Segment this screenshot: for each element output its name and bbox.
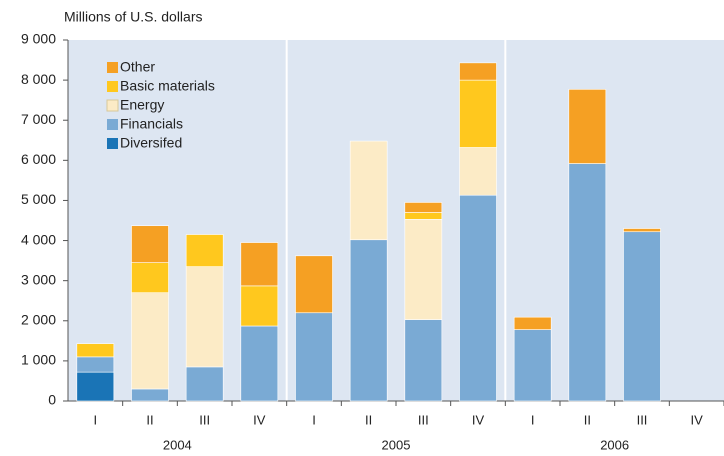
x-tick-label: III (637, 412, 648, 427)
bar-segment (623, 231, 661, 402)
x-tick-label: II (584, 412, 591, 427)
legend-swatch (107, 62, 118, 73)
bar-segment (185, 234, 224, 267)
y-tick-label: 3 000 (21, 271, 56, 287)
bar-segment (76, 356, 115, 373)
legend-swatch (107, 119, 118, 130)
bar-segment (131, 292, 169, 390)
y-axis-label: Millions of U.S. dollars (64, 9, 203, 25)
y-tick-label: 1 000 (21, 352, 56, 368)
x-tick-label: IV (253, 412, 266, 427)
bar-segment (240, 325, 279, 402)
bar-segment (568, 89, 607, 164)
bar-segment (404, 202, 443, 213)
legend-swatch (107, 138, 118, 149)
group-label: 2006 (600, 437, 629, 452)
x-tick-label: IV (472, 412, 485, 427)
bar-segment (623, 228, 661, 233)
y-tick-label: 2 000 (21, 311, 56, 327)
y-tick-label: 4 000 (21, 231, 56, 247)
bar-segment (513, 329, 552, 402)
bar-segment (240, 242, 279, 287)
x-tick-label: IV (691, 412, 704, 427)
x-tick-label: I (312, 412, 316, 427)
bar-segment (459, 62, 497, 81)
bar-segment (349, 140, 388, 241)
y-tick-label: 6 000 (21, 151, 56, 167)
bar-segment (404, 319, 443, 402)
x-tick-label: III (418, 412, 429, 427)
legend-swatch (107, 81, 118, 92)
bar-segment (76, 371, 115, 402)
bar-segment (240, 285, 279, 327)
bar-segment (459, 79, 497, 148)
x-tick-label: II (365, 412, 372, 427)
y-tick-label: 0 (48, 392, 56, 408)
bar-segment (185, 266, 224, 368)
bar-segment (131, 388, 169, 402)
bar-segment (568, 163, 607, 402)
bar-segment (185, 366, 224, 402)
legend-label: Basic materials (120, 78, 215, 94)
legend-label: Other (120, 59, 155, 75)
plot-background (68, 40, 724, 401)
bar-segment (349, 239, 388, 402)
legend-label: Energy (120, 97, 164, 113)
bar-segment (131, 262, 169, 294)
y-tick-label: 8 000 (21, 71, 56, 87)
legend-label: Diversifed (120, 135, 182, 151)
y-tick-label: 7 000 (21, 111, 56, 127)
bar-segment (295, 255, 333, 314)
x-tick-label: I (94, 412, 98, 427)
group-label: 2005 (382, 437, 411, 452)
y-tick-label: 9 000 (21, 31, 56, 47)
x-tick-label: II (146, 412, 153, 427)
legend-swatch (106, 99, 119, 112)
bar-segment (295, 312, 333, 402)
x-tick-label: I (531, 412, 535, 427)
y-tick-label: 5 000 (21, 191, 56, 207)
bar-segment (459, 194, 497, 402)
bar-segment (404, 218, 443, 320)
group-label: 2004 (163, 437, 192, 452)
bar-segment (131, 225, 169, 263)
bar-segment (404, 212, 443, 220)
bar-segment (459, 147, 497, 196)
bar-segment (513, 316, 552, 330)
bar-segment (76, 343, 115, 358)
x-tick-label: III (199, 412, 210, 427)
legend-label: Financials (120, 116, 183, 132)
